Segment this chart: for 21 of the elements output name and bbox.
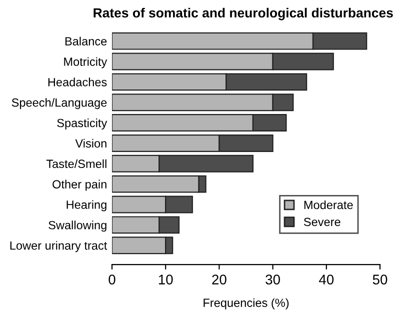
y-tick-label: Lower urinary tract [10, 241, 108, 252]
y-tick-label: Speech/Language [12, 98, 107, 110]
y-tick-label: Swallowing [48, 220, 106, 232]
y-tick-label: Motricity [64, 57, 108, 68]
x-tick-label: 30 [266, 274, 280, 284]
x-axis-title: Frequencies (%) [204, 298, 289, 310]
y-tick-label: Balance [65, 36, 107, 46]
y-tick-label: Spasticity [57, 118, 108, 130]
x-tick-label: 20 [212, 274, 226, 284]
y-tick-label: Taste/Smell [46, 159, 106, 168]
chart-title: Rates of somatic and neurological disturbances [94, 8, 393, 20]
legend-label: Moderate [304, 200, 353, 210]
y-tick-label: Hearing [66, 200, 106, 212]
y-tick-label: Vision [75, 138, 106, 148]
y-tick-label: Headaches [48, 78, 107, 86]
x-tick-label: 40 [318, 274, 334, 284]
x-tick-label: 50 [372, 274, 388, 284]
x-tick-label: 10 [158, 274, 173, 284]
legend-label: Severe [304, 218, 340, 226]
y-tick-label: Other pain [52, 180, 106, 191]
x-tick-label: 0 [108, 274, 116, 284]
